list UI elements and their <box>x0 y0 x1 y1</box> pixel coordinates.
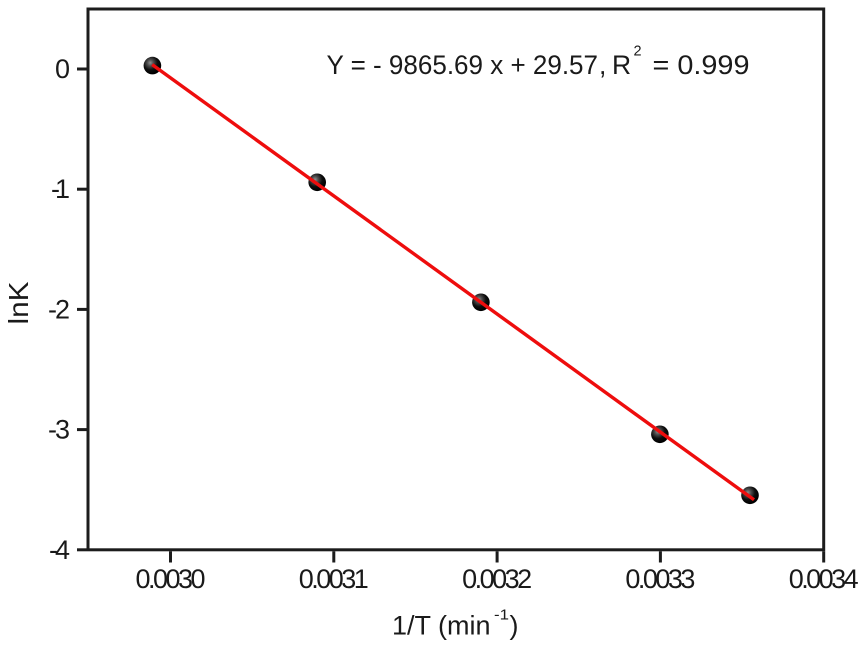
svg-text:-1: -1 <box>494 607 509 624</box>
svg-text:= 0.999: = 0.999 <box>653 50 750 80</box>
svg-text:2: 2 <box>634 43 642 59</box>
svg-text:Y = - 9865.69 x + 29.57: Y = - 9865.69 x + 29.57 <box>327 50 599 80</box>
svg-text:-4: -4 <box>49 535 70 565</box>
svg-text:-3: -3 <box>48 415 70 445</box>
svg-text:-1: -1 <box>51 174 70 204</box>
svg-text:0: 0 <box>55 54 70 84</box>
svg-text:lnK: lnK <box>3 281 34 324</box>
svg-text:R: R <box>612 50 631 80</box>
svg-text:0.0031: 0.0031 <box>299 564 369 594</box>
svg-text:): ) <box>510 611 519 641</box>
svg-text:0.0033: 0.0033 <box>625 564 695 594</box>
svg-text:1/T (min: 1/T (min <box>392 611 491 641</box>
svg-text:,: , <box>599 50 606 80</box>
svg-text:0.0034: 0.0034 <box>789 564 859 594</box>
svg-text:0.0032: 0.0032 <box>462 564 532 594</box>
svg-text:0.0030: 0.0030 <box>136 564 206 594</box>
svg-text:-2: -2 <box>48 294 70 324</box>
